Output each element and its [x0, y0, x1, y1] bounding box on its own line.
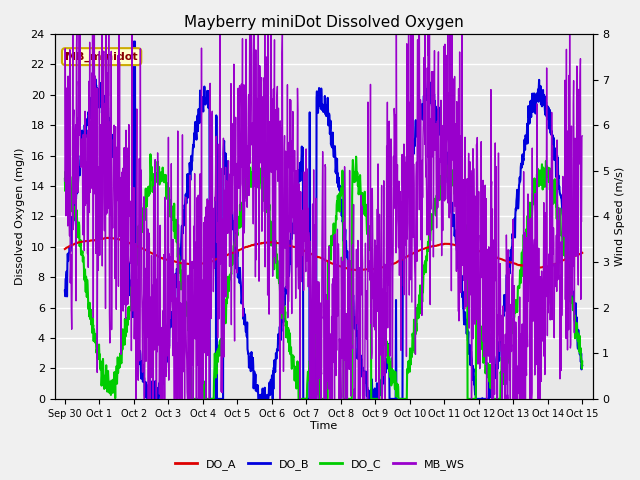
Title: Mayberry miniDot Dissolved Oxygen: Mayberry miniDot Dissolved Oxygen	[184, 15, 463, 30]
Text: MB_minidot: MB_minidot	[65, 51, 138, 62]
Y-axis label: Dissolved Oxygen (mg/l): Dissolved Oxygen (mg/l)	[15, 148, 25, 285]
Y-axis label: Wind Speed (m/s): Wind Speed (m/s)	[615, 167, 625, 266]
X-axis label: Time: Time	[310, 421, 337, 432]
Legend: DO_A, DO_B, DO_C, MB_WS: DO_A, DO_B, DO_C, MB_WS	[170, 455, 470, 474]
